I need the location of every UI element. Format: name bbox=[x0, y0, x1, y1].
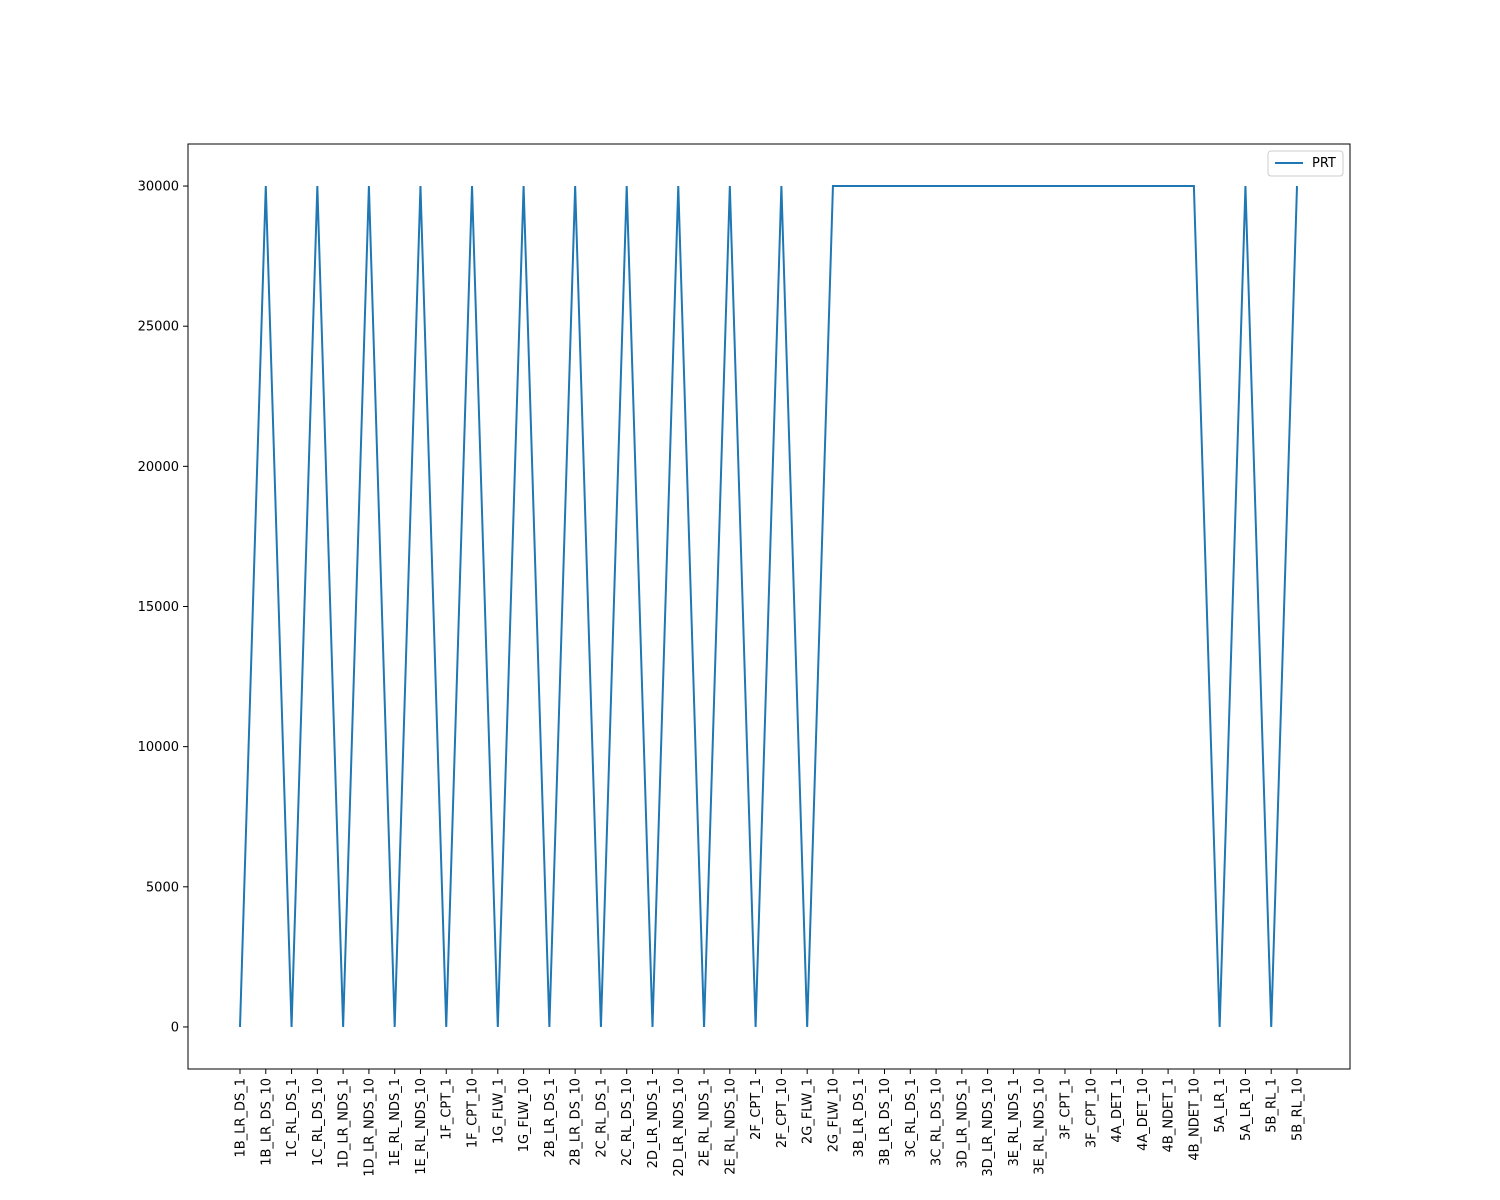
x-tick-label: 1F_CPT_10 bbox=[466, 1078, 481, 1148]
legend-label-prt: PRT bbox=[1312, 156, 1336, 171]
x-tick-label: 5B_RL_1 bbox=[1265, 1078, 1280, 1133]
x-tick-label: 2E_RL_NDS_10 bbox=[723, 1078, 738, 1175]
x-tick-label: 4B_NDET_10 bbox=[1187, 1078, 1202, 1161]
x-tick-label: 2D_LR_NDS_10 bbox=[672, 1078, 687, 1177]
x-tick-label: 1E_RL_NDS_10 bbox=[414, 1078, 429, 1175]
x-tick-label: 1F_CPT_1 bbox=[440, 1078, 455, 1140]
y-tick-label: 10000 bbox=[138, 740, 179, 755]
x-tick-label: 4A_DET_1 bbox=[1110, 1078, 1125, 1143]
legend: PRT bbox=[1267, 150, 1344, 177]
x-tick-label: 1G_FLW_1 bbox=[491, 1078, 506, 1144]
x-tick-label: 2D_LR_NDS_1 bbox=[646, 1078, 661, 1168]
x-tick-label: 3E_RL_NDS_10 bbox=[1033, 1078, 1048, 1175]
y-tick-label: 0 bbox=[171, 1020, 179, 1035]
x-tick-label: 3C_RL_DS_10 bbox=[930, 1078, 945, 1166]
x-tick-label: 1D_LR_NDS_10 bbox=[362, 1078, 377, 1177]
x-tick-label: 4A_DET_10 bbox=[1136, 1078, 1151, 1151]
x-tick-label: 3B_LR_DS_1 bbox=[852, 1078, 867, 1158]
x-tick-label: 4B_NDET_1 bbox=[1162, 1078, 1177, 1152]
x-tick-label: 3C_RL_DS_1 bbox=[904, 1078, 919, 1158]
y-axis: 0 5000 10000 15000 20000 25000 30000 bbox=[138, 180, 188, 1035]
x-tick-label: 3E_RL_NDS_1 bbox=[1007, 1078, 1022, 1167]
y-tick-label: 15000 bbox=[138, 600, 179, 615]
y-tick-label: 25000 bbox=[138, 320, 179, 335]
x-tick-label: 2B_LR_DS_1 bbox=[543, 1078, 558, 1158]
series-line-prt bbox=[239, 185, 1298, 1027]
x-tick-label: 1B_LR_DS_10 bbox=[259, 1078, 274, 1166]
x-tick-label: 2G_FLW_10 bbox=[826, 1078, 841, 1152]
x-tick-label: 2C_RL_DS_10 bbox=[620, 1078, 635, 1166]
x-tick-label: 2C_RL_DS_1 bbox=[594, 1078, 609, 1158]
x-tick-label: 1G_FLW_10 bbox=[517, 1078, 532, 1152]
x-tick-label: 2B_LR_DS_10 bbox=[569, 1078, 584, 1166]
series-layer bbox=[239, 185, 1298, 1027]
y-tick-label: 30000 bbox=[138, 180, 179, 195]
y-tick-label: 5000 bbox=[146, 880, 179, 895]
legend-box bbox=[1267, 150, 1344, 177]
x-tick-label: 3F_CPT_1 bbox=[1058, 1078, 1073, 1140]
x-tick-label: 3B_LR_DS_10 bbox=[878, 1078, 893, 1166]
x-tick-label: 2E_RL_NDS_1 bbox=[698, 1078, 713, 1167]
x-tick-label: 2F_CPT_10 bbox=[775, 1078, 790, 1148]
x-tick-label: 2F_CPT_1 bbox=[749, 1078, 764, 1140]
x-tick-label: 5B_RL_10 bbox=[1291, 1078, 1306, 1141]
x-tick-label: 3D_LR_NDS_1 bbox=[955, 1078, 970, 1168]
x-tick-label: 2G_FLW_1 bbox=[801, 1078, 816, 1144]
x-tick-label: 1C_RL_DS_10 bbox=[311, 1078, 326, 1166]
x-tick-label: 3D_LR_NDS_10 bbox=[981, 1078, 996, 1177]
x-tick-label: 1D_LR_NDS_1 bbox=[337, 1078, 352, 1168]
x-axis: 1B_LR_DS_1 1B_LR_DS_10 1C_RL_DS_1 1C_RL_DS_… bbox=[234, 1069, 1306, 1177]
x-tick-label: 1E_RL_NDS_1 bbox=[388, 1078, 403, 1167]
y-tick-label: 20000 bbox=[138, 460, 179, 475]
x-tick-label: 3F_CPT_10 bbox=[1084, 1078, 1099, 1148]
x-tick-label: 5A_LR_10 bbox=[1239, 1078, 1254, 1141]
x-tick-label: 1B_LR_DS_1 bbox=[234, 1078, 249, 1158]
x-tick-label: 5A_LR_1 bbox=[1213, 1078, 1228, 1133]
x-tick-label: 1C_RL_DS_1 bbox=[285, 1078, 300, 1158]
